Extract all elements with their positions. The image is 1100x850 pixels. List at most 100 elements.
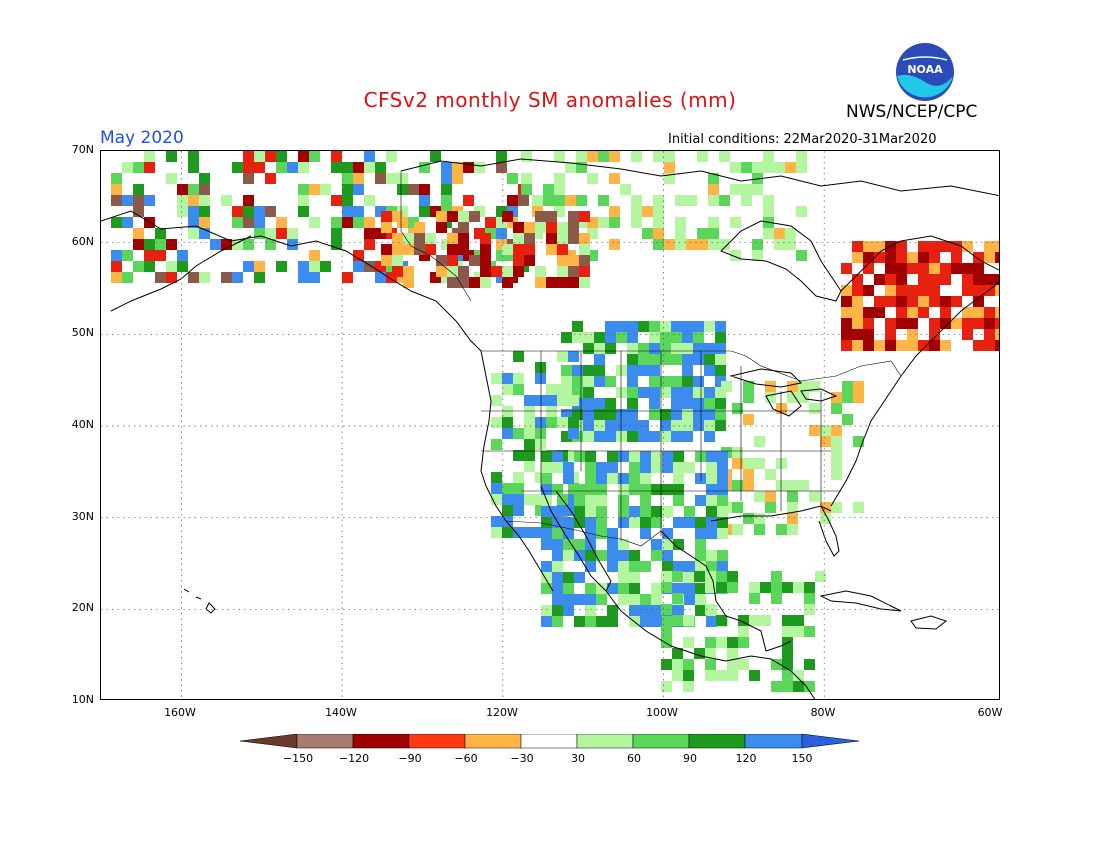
anomaly-cell: [719, 151, 730, 162]
anomaly-cell: [386, 261, 397, 272]
anomaly-cell: [535, 428, 546, 439]
anomaly-cell: [715, 354, 726, 365]
anomaly-cell: [309, 250, 320, 261]
anomaly-cell: [831, 502, 842, 513]
anomaly-cell: [524, 222, 535, 233]
anomaly-cell: [727, 582, 738, 593]
anomaly-cell: [662, 539, 673, 550]
anomaly-cell: [375, 206, 386, 217]
anomaly-cell: [557, 351, 568, 362]
anomaly-cell: [609, 217, 620, 228]
anomaly-cell: [364, 162, 375, 173]
anomaly-cell: [782, 670, 793, 681]
anomaly-cell: [513, 266, 524, 277]
anomaly-cell: [155, 239, 166, 250]
anomaly-cell: [671, 376, 682, 387]
anomaly-cell: [524, 417, 535, 428]
anomaly-cell: [653, 217, 664, 228]
anomaly-cell: [342, 162, 353, 173]
anomaly-cell: [673, 561, 684, 572]
anomaly-cell: [618, 550, 629, 561]
anomaly-cell: [265, 239, 276, 250]
anomaly-cell: [940, 296, 951, 307]
anomaly-cell: [852, 296, 863, 307]
anomaly-cell: [452, 162, 463, 173]
anomaly-cell: [907, 252, 918, 263]
anomaly-cell: [682, 387, 693, 398]
anomaly-cell: [896, 307, 907, 318]
anomaly-cell: [853, 502, 864, 513]
anomaly-cell: [787, 513, 798, 524]
anomaly-cell: [496, 272, 507, 283]
anomaly-cell: [662, 451, 673, 462]
anomaly-cell: [796, 151, 807, 162]
anomaly-cell: [521, 184, 532, 195]
anomaly-cell: [649, 343, 660, 354]
anomaly-cell: [552, 561, 563, 572]
anomaly-cell: [738, 637, 749, 648]
anomaly-cell: [695, 561, 706, 572]
anomaly-cell: [754, 524, 765, 535]
anomaly-cell: [430, 151, 441, 162]
anomaly-cell: [491, 472, 502, 483]
anomaly-cell: [787, 392, 798, 403]
anomaly-cell: [693, 321, 704, 332]
anomaly-cell: [874, 274, 885, 285]
anomaly-cell: [576, 195, 587, 206]
anomaly-cell: [732, 403, 743, 414]
anomaly-cell: [741, 184, 752, 195]
anomaly-cell: [776, 480, 787, 491]
coastline-atlantic: [830, 281, 999, 507]
anomaly-cell: [673, 462, 684, 473]
anomaly-cell: [320, 184, 331, 195]
anomaly-cell: [863, 252, 874, 263]
anomaly-cell: [776, 524, 787, 535]
legend-label: −120: [338, 752, 370, 765]
anomaly-cell: [629, 550, 640, 561]
lon-label-60w: 60W: [977, 706, 1003, 719]
anomaly-cell: [480, 244, 491, 255]
anomaly-cell: [660, 321, 671, 332]
anomaly-cell: [552, 451, 563, 462]
anomaly-cell: [940, 307, 951, 318]
anomaly-cell: [695, 517, 706, 528]
lon-label-80w: 80W: [810, 706, 836, 719]
anomaly-cell: [704, 321, 715, 332]
anomaly-cell: [596, 484, 607, 495]
lat-label-20: 20N: [71, 601, 94, 614]
anomaly-cell: [243, 239, 254, 250]
anomaly-cell: [254, 228, 265, 239]
anomaly-cell: [364, 228, 375, 239]
anomaly-cell: [640, 451, 651, 462]
anomaly-cell: [831, 469, 842, 480]
anomaly-cell: [896, 285, 907, 296]
anomaly-cell: [618, 495, 629, 506]
anomaly-cell: [243, 195, 254, 206]
anomaly-cell: [188, 184, 199, 195]
anomaly-cell: [749, 615, 760, 626]
anomaly-cell: [651, 484, 662, 495]
anomaly-cell: [532, 195, 543, 206]
anomaly-cell: [695, 539, 706, 550]
anomaly-cell: [585, 506, 596, 517]
coastline-arctic: [400, 158, 999, 197]
anomaly-cell: [596, 528, 607, 539]
anomaly-cell: [585, 495, 596, 506]
anomaly-cell: [502, 417, 513, 428]
anomaly-cell: [502, 428, 513, 439]
coastline-gulf-north: [710, 505, 832, 522]
anomaly-cell: [579, 211, 590, 222]
anomaly-cell: [166, 173, 177, 184]
anomaly-cell: [605, 376, 616, 387]
anomaly-cell: [660, 387, 671, 398]
anomaly-cell: [763, 228, 774, 239]
anomaly-cell: [546, 384, 557, 395]
anomaly-cell: [552, 572, 563, 583]
anomaly-cell: [541, 462, 552, 473]
anomaly-cell: [672, 593, 683, 604]
anomaly-cell: [787, 502, 798, 513]
anomaly-cell: [793, 626, 804, 637]
anomaly-cell: [671, 420, 682, 431]
anomaly-cell: [594, 409, 605, 420]
coastline-central-america: [725, 655, 816, 699]
